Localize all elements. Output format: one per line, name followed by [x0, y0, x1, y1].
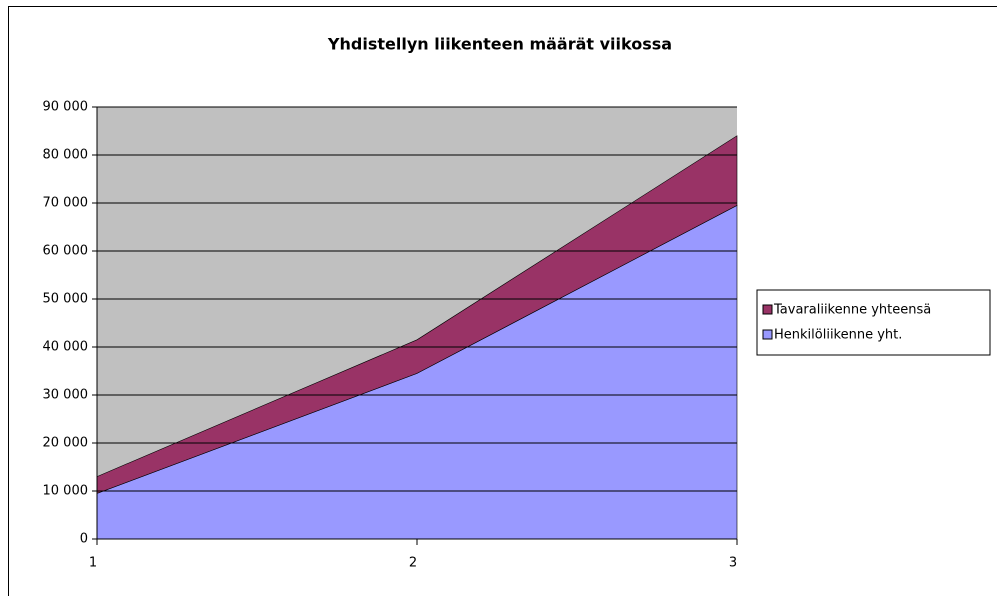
legend-label: Tavaraliikenne yhteensä	[773, 303, 931, 318]
y-tick-label: 80 000	[43, 148, 89, 163]
legend-swatch	[762, 304, 773, 315]
y-tick-label: 90 000	[43, 100, 89, 115]
legend-label: Henkilöliikenne yht.	[774, 328, 902, 343]
y-tick-label: 40 000	[43, 340, 89, 355]
y-tick-label: 10 000	[43, 484, 89, 499]
y-tick-label: 60 000	[43, 244, 89, 259]
x-tick-label: 2	[409, 556, 417, 571]
x-tick-label: 1	[89, 556, 97, 571]
y-tick-label: 50 000	[43, 292, 89, 307]
y-tick-label: 70 000	[43, 196, 89, 211]
y-tick-label: 0	[80, 532, 88, 547]
x-tick-label: 3	[729, 556, 737, 571]
y-tick-label: 20 000	[43, 436, 89, 451]
chart-title: Yhdistellyn liikenteen määrät viikossa	[327, 35, 672, 54]
legend-swatch	[762, 329, 773, 340]
y-tick-label: 30 000	[43, 388, 89, 403]
legend	[756, 289, 991, 356]
